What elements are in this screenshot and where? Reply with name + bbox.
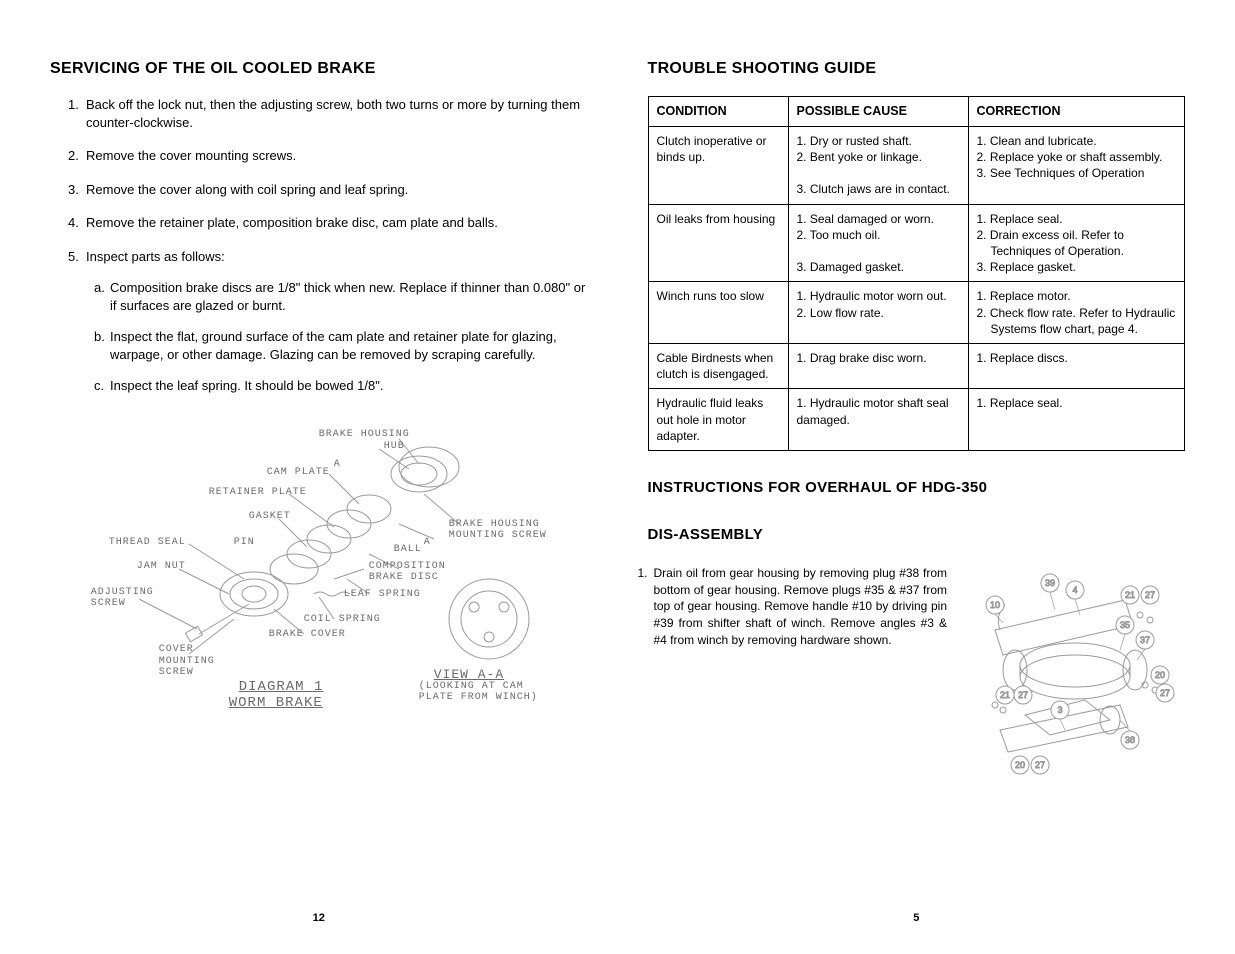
lbl-cover: COVER bbox=[159, 644, 194, 655]
lbl-adjusting-screw: ADJUSTING SCREW bbox=[91, 587, 154, 609]
lbl-thread-seal: THREAD SEAL bbox=[109, 537, 186, 548]
cell-cause: 1. Drag brake disc worn. bbox=[788, 343, 968, 388]
svg-text:37: 37 bbox=[1140, 635, 1150, 645]
cell-condition: Oil leaks from housing bbox=[648, 204, 788, 282]
right-page-number: 5 bbox=[648, 912, 1186, 924]
lbl-ball: BALL bbox=[394, 544, 422, 555]
lbl-brake-housing: BRAKE HOUSING bbox=[319, 429, 410, 440]
lbl-view-aa-sub: (LOOKING AT CAM PLATE FROM WINCH) bbox=[419, 681, 538, 703]
lbl-pin: PIN bbox=[234, 537, 255, 548]
svg-text:39: 39 bbox=[1045, 578, 1055, 588]
lbl-a-bot: A bbox=[424, 537, 431, 548]
cell-correction: 1. Replace discs. bbox=[968, 343, 1185, 388]
step-1: Back off the lock nut, then the adjustin… bbox=[68, 96, 588, 131]
table-row: Oil leaks from housing1. Seal damaged or… bbox=[648, 204, 1185, 282]
svg-text:27: 27 bbox=[1145, 590, 1155, 600]
overhaul-heading: INSTRUCTIONS FOR OVERHAUL OF HDG-350 bbox=[648, 479, 1186, 496]
substep-c: c.Inspect the leaf spring. It should be … bbox=[94, 377, 588, 395]
svg-text:27: 27 bbox=[1160, 688, 1170, 698]
th-condition: CONDITION bbox=[648, 97, 788, 127]
cell-correction: 1. Replace seal. bbox=[968, 389, 1185, 451]
step-5-text: Inspect parts as follows: bbox=[86, 249, 225, 264]
step-2: Remove the cover mounting screws. bbox=[68, 147, 588, 165]
th-cause: POSSIBLE CAUSE bbox=[788, 97, 968, 127]
trouble-table: CONDITION POSSIBLE CAUSE CORRECTION Clut… bbox=[648, 96, 1186, 451]
lbl-retainer-plate: RETAINER PLATE bbox=[209, 487, 307, 498]
svg-text:20: 20 bbox=[1155, 670, 1165, 680]
cell-condition: Hydraulic fluid leaks out hole in motor … bbox=[648, 389, 788, 451]
lbl-cam-plate: CAM PLATE bbox=[267, 467, 330, 478]
overhaul-row: 1. Drain oil from gear housing by removi… bbox=[648, 565, 1186, 785]
lbl-cover-mtg-screw: MOUNTING SCREW bbox=[159, 656, 215, 678]
trouble-tbody: Clutch inoperative or binds up.1. Dry or… bbox=[648, 126, 1185, 450]
lbl-brake-cover: BRAKE COVER bbox=[269, 629, 346, 640]
step-5: Inspect parts as follows: a.Composition … bbox=[68, 248, 588, 395]
substep-b: b.Inspect the flat, ground surface of th… bbox=[94, 328, 588, 363]
svg-text:20: 20 bbox=[1015, 760, 1025, 770]
svg-text:21: 21 bbox=[1125, 590, 1135, 600]
lbl-jam-nut: JAM NUT bbox=[137, 561, 186, 572]
cell-cause: 1. Seal damaged or worn.2. Too much oil.… bbox=[788, 204, 968, 282]
cell-correction: 1. Replace seal.2. Drain excess oil. Ref… bbox=[968, 204, 1185, 282]
substep-a: a.Composition brake discs are 1/8" thick… bbox=[94, 279, 588, 314]
lbl-view-aa: VIEW A-A bbox=[434, 667, 504, 682]
table-row: Clutch inoperative or binds up.1. Dry or… bbox=[648, 126, 1185, 204]
svg-text:4: 4 bbox=[1072, 585, 1077, 595]
lbl-diagram-1: DIAGRAM 1 bbox=[239, 679, 324, 695]
lbl-a-top: A bbox=[334, 459, 341, 470]
disassembly-heading: DIS-ASSEMBLY bbox=[648, 526, 1186, 543]
svg-text:10: 10 bbox=[990, 600, 1000, 610]
step-3: Remove the cover along with coil spring … bbox=[68, 181, 588, 199]
lbl-bh-mtg-screw: BRAKE HOUSING MOUNTING SCREW bbox=[449, 519, 547, 541]
cell-cause: 1. Hydraulic motor worn out.2. Low flow … bbox=[788, 282, 968, 344]
cell-correction: 1. Clean and lubricate.2. Replace yoke o… bbox=[968, 126, 1185, 204]
svg-text:3: 3 bbox=[1057, 705, 1062, 715]
table-row: Winch runs too slow1. Hydraulic motor wo… bbox=[648, 282, 1185, 344]
lbl-composition: COMPOSITION BRAKE DISC bbox=[369, 561, 446, 583]
winch-diagram: 39 10 4 21 27 35 37 20 27 21 27 3 38 20 … bbox=[965, 565, 1185, 785]
servicing-steps: Back off the lock nut, then the adjustin… bbox=[50, 96, 588, 411]
worm-brake-diagram: BRAKE HOUSING HUB CAM PLATE RETAINER PLA… bbox=[79, 419, 559, 719]
left-page-number: 12 bbox=[50, 912, 588, 924]
lbl-leaf-spring: LEAF SPRING bbox=[344, 589, 421, 600]
right-page: TROUBLE SHOOTING GUIDE CONDITION POSSIBL… bbox=[648, 60, 1186, 924]
left-page: SERVICING OF THE OIL COOLED BRAKE Back o… bbox=[50, 60, 588, 924]
table-row: Cable Birdnests when clutch is disengage… bbox=[648, 343, 1185, 388]
lbl-coil-spring: COIL SPRING bbox=[304, 614, 381, 625]
cell-condition: Winch runs too slow bbox=[648, 282, 788, 344]
cell-cause: 1. Dry or rusted shaft.2. Bent yoke or l… bbox=[788, 126, 968, 204]
lbl-gasket: GASKET bbox=[249, 511, 291, 522]
svg-text:27: 27 bbox=[1018, 690, 1028, 700]
svg-text:27: 27 bbox=[1035, 760, 1045, 770]
svg-text:21: 21 bbox=[1000, 690, 1010, 700]
overhaul-step-1: 1. Drain oil from gear housing by removi… bbox=[648, 565, 948, 649]
svg-text:38: 38 bbox=[1125, 735, 1135, 745]
cell-correction: 1. Replace motor.2. Check flow rate. Ref… bbox=[968, 282, 1185, 344]
cell-condition: Clutch inoperative or binds up. bbox=[648, 126, 788, 204]
svg-text:35: 35 bbox=[1120, 620, 1130, 630]
lbl-worm-brake: WORM BRAKE bbox=[229, 695, 323, 711]
lbl-hub: HUB bbox=[384, 441, 405, 452]
table-row: Hydraulic fluid leaks out hole in motor … bbox=[648, 389, 1185, 451]
step-4: Remove the retainer plate, composition b… bbox=[68, 214, 588, 232]
trouble-heading: TROUBLE SHOOTING GUIDE bbox=[648, 60, 1186, 78]
th-correction: CORRECTION bbox=[968, 97, 1185, 127]
substeps: a.Composition brake discs are 1/8" thick… bbox=[86, 279, 588, 395]
cell-condition: Cable Birdnests when clutch is disengage… bbox=[648, 343, 788, 388]
cell-cause: 1. Hydraulic motor shaft seal damaged. bbox=[788, 389, 968, 451]
servicing-heading: SERVICING OF THE OIL COOLED BRAKE bbox=[50, 60, 588, 78]
